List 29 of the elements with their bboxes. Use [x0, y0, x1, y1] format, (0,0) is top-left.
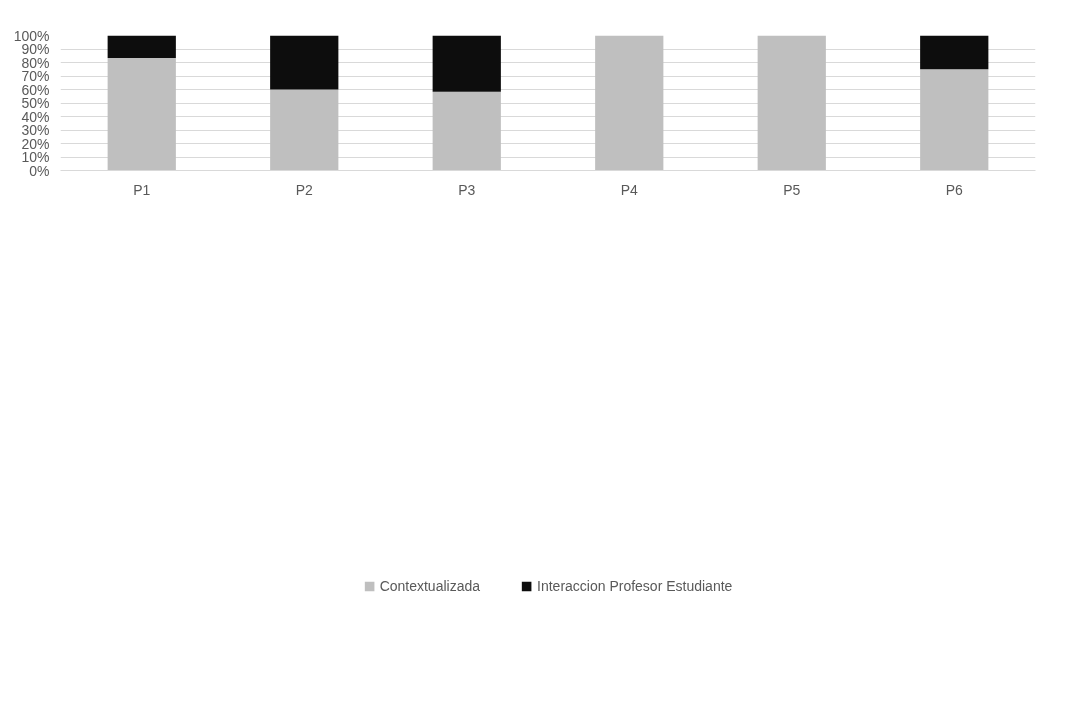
- y-tick-label: 100%: [13, 27, 50, 44]
- x-tick-label: P6: [945, 181, 964, 198]
- bar: [920, 69, 989, 171]
- y-tick-label: 10%: [21, 149, 50, 165]
- bar: [107, 58, 176, 171]
- bar: [432, 91, 501, 171]
- x-tick-label: P5: [783, 181, 801, 198]
- y-tick-label: 30%: [21, 122, 50, 138]
- bar: [270, 89, 339, 171]
- legend-label: Contextualizada: [379, 578, 481, 594]
- y-tick-label: 80%: [21, 54, 50, 71]
- y-tick-label: 20%: [21, 135, 50, 152]
- bar: [432, 35, 501, 92]
- y-tick-label: 0%: [29, 162, 50, 179]
- y-tick-label: 90%: [21, 41, 50, 57]
- bar: [920, 35, 989, 70]
- y-tick-label: 50%: [21, 95, 50, 111]
- x-tick-label: P2: [295, 181, 314, 198]
- x-tick-label: P1: [133, 181, 151, 198]
- bar: [757, 35, 826, 171]
- legend-label: Interaccion Profesor Estudiante: [537, 578, 733, 594]
- bar: [107, 35, 176, 59]
- x-tick-label: P4: [620, 181, 639, 198]
- y-tick-label: 40%: [21, 108, 50, 125]
- bar: [595, 35, 664, 171]
- y-tick-label: 60%: [21, 81, 50, 98]
- x-tick-label: P3: [458, 181, 476, 198]
- y-tick-label: 70%: [21, 68, 50, 84]
- bar: [270, 35, 339, 90]
